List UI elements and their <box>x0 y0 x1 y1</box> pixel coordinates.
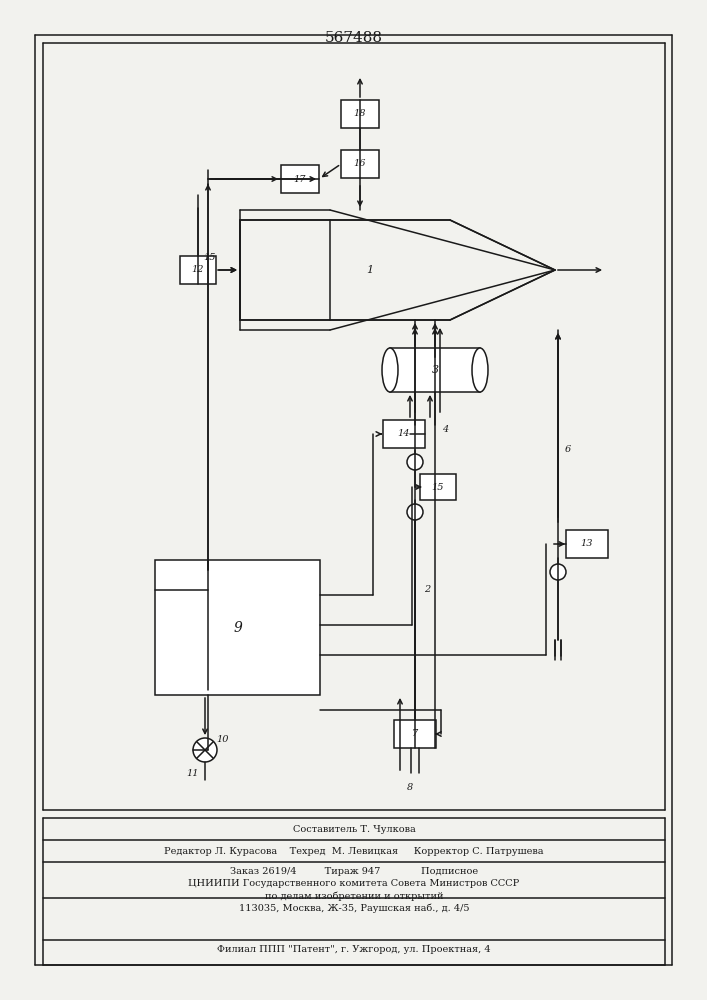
Text: 13: 13 <box>580 540 593 548</box>
Text: 7: 7 <box>412 730 418 738</box>
Bar <box>566 530 608 558</box>
Bar <box>341 100 379 128</box>
Text: 16: 16 <box>354 159 366 168</box>
Text: по делам изобретении и открытий: по делам изобретении и открытий <box>264 891 443 901</box>
Circle shape <box>193 738 217 762</box>
Text: 17: 17 <box>293 174 306 184</box>
Text: 4: 4 <box>442 426 448 434</box>
Text: 8: 8 <box>407 784 413 792</box>
Text: 567488: 567488 <box>325 31 383 45</box>
Text: Филиал ППП "Патент", г. Ужгород, ул. Проектная, 4: Филиал ППП "Патент", г. Ужгород, ул. Про… <box>217 946 491 954</box>
Circle shape <box>407 504 423 520</box>
Bar <box>341 150 379 178</box>
Circle shape <box>407 454 423 470</box>
Bar <box>281 165 319 193</box>
Bar <box>390 348 480 392</box>
Text: 3: 3 <box>431 365 438 375</box>
Text: Редактор Л. Курасова    Техред  М. Левицкая     Корректор С. Патрушева: Редактор Л. Курасова Техред М. Левицкая … <box>164 846 544 856</box>
Text: 18: 18 <box>354 109 366 118</box>
Text: 12: 12 <box>192 265 204 274</box>
Ellipse shape <box>382 348 398 392</box>
Bar <box>383 420 425 448</box>
Text: 15: 15 <box>204 253 216 262</box>
Text: 14: 14 <box>398 430 410 438</box>
Text: 113035, Москва, Ж-35, Раушская наб., д. 4/5: 113035, Москва, Ж-35, Раушская наб., д. … <box>239 903 469 913</box>
Text: Составитель Т. Чулкова: Составитель Т. Чулкова <box>293 824 416 834</box>
Text: ЦНИИПИ Государственного комитета Совета Министров СССР: ЦНИИПИ Государственного комитета Совета … <box>188 880 520 888</box>
Bar <box>180 256 216 284</box>
Circle shape <box>550 564 566 580</box>
Text: 11: 11 <box>187 770 199 778</box>
Bar <box>394 720 436 748</box>
Bar <box>155 560 320 695</box>
Text: 9: 9 <box>233 620 242 635</box>
Text: 1: 1 <box>366 265 373 275</box>
Text: 6: 6 <box>565 446 571 454</box>
Text: 15: 15 <box>432 483 444 491</box>
Text: 10: 10 <box>217 736 229 744</box>
Ellipse shape <box>472 348 488 392</box>
Text: Заказ 2619/4         Тираж 947             Подписное: Заказ 2619/4 Тираж 947 Подписное <box>230 867 478 876</box>
Text: 2: 2 <box>424 585 430 594</box>
Bar <box>420 474 456 500</box>
